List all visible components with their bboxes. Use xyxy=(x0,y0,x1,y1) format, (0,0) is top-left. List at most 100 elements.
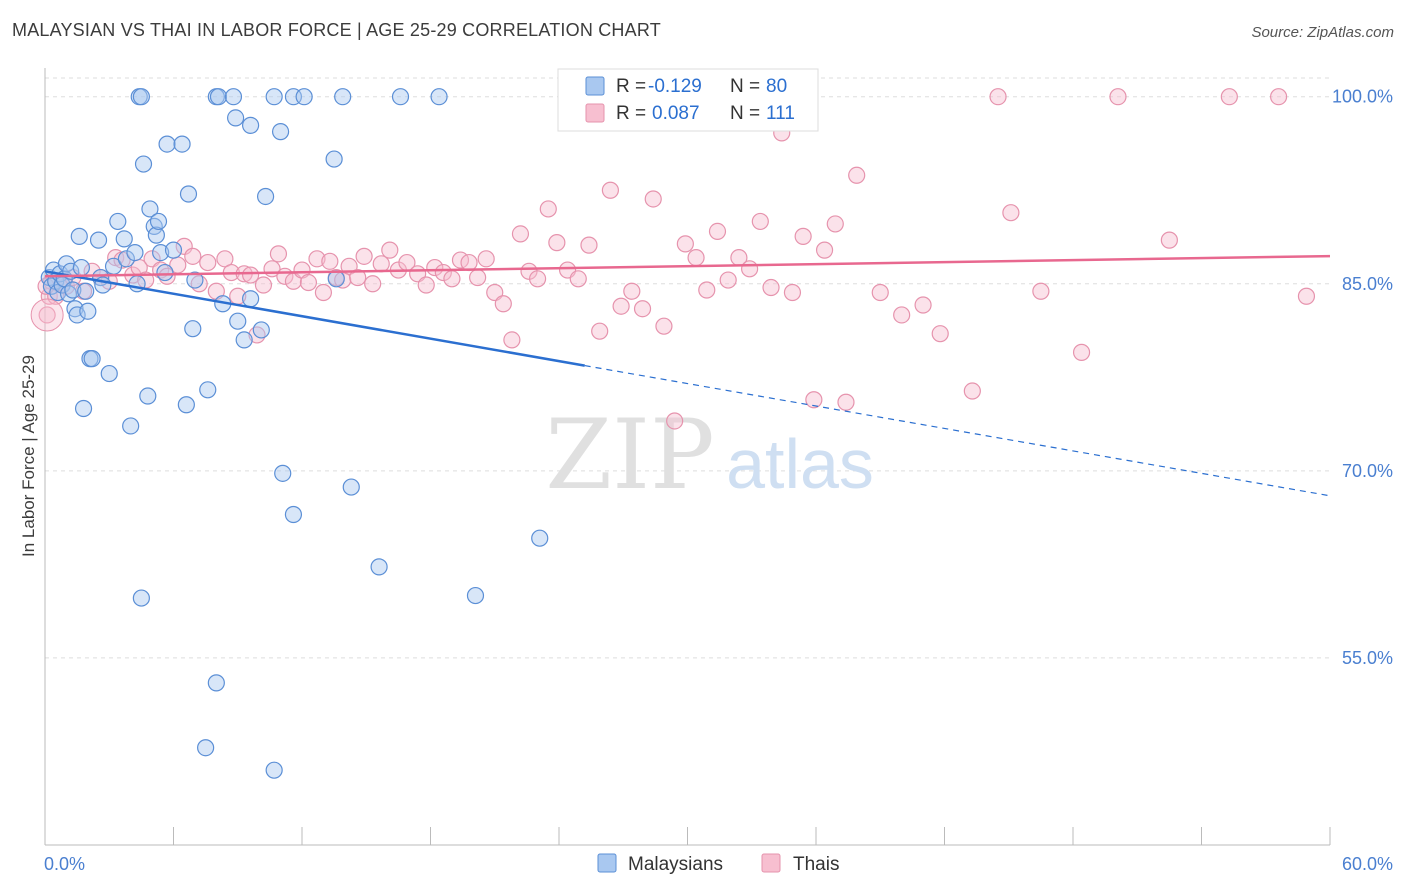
watermark-zip: ZIP xyxy=(545,399,714,511)
malaysians-point xyxy=(186,271,204,289)
thais-point xyxy=(242,266,260,284)
thais-point xyxy=(426,258,444,277)
thais-point xyxy=(914,296,932,314)
y-tick-label: 55.0% xyxy=(1342,648,1393,668)
malaysians-trend-extension xyxy=(584,365,1331,497)
malaysians-point xyxy=(391,88,410,106)
bottom-legend-malaysians: Malaysians xyxy=(628,854,723,875)
thais-point xyxy=(708,222,727,240)
thais-point xyxy=(372,255,390,273)
thais-point xyxy=(591,322,609,340)
malaysians-point xyxy=(265,88,283,106)
thais-point xyxy=(963,382,981,400)
thais-point xyxy=(762,278,780,297)
thais-trend-line xyxy=(44,254,1331,278)
malaysians-point xyxy=(284,505,303,524)
malaysians-point xyxy=(149,212,168,231)
malaysians-point xyxy=(466,586,485,605)
thais-point xyxy=(666,412,684,430)
malaysians-point xyxy=(126,244,144,262)
thais-point xyxy=(644,190,662,208)
thais-point xyxy=(299,273,318,292)
legend-swatch-thais xyxy=(585,103,605,123)
thais-point xyxy=(417,276,435,294)
malaysians-point xyxy=(531,529,549,547)
thais-point xyxy=(364,275,382,293)
thais-point xyxy=(719,271,737,289)
thais-point xyxy=(548,234,566,252)
watermark: ZIP atlas xyxy=(545,399,874,511)
thais-point xyxy=(931,325,949,343)
thais-point xyxy=(623,282,641,300)
thais-point xyxy=(633,300,652,318)
thais-point xyxy=(1002,204,1020,222)
y-axis-label: In Labor Force | Age 25-29 xyxy=(19,355,38,557)
malaysians-point xyxy=(242,290,260,308)
legend-r-label-1: R = xyxy=(616,76,646,97)
legend-n-label-1: N = xyxy=(730,76,760,97)
bottom-legend-swatch-malaysians xyxy=(597,853,617,873)
legend-n-value-1: 80 xyxy=(766,76,787,97)
malaysians-point xyxy=(77,282,95,300)
thais-point xyxy=(989,88,1007,106)
thais-point xyxy=(314,283,333,302)
thais-point xyxy=(321,252,339,270)
legend-r-label-2: R = xyxy=(616,103,646,124)
malaysians-point xyxy=(173,135,191,153)
malaysians-point xyxy=(227,109,245,127)
thais-point xyxy=(1160,231,1178,249)
malaysians-point xyxy=(327,270,345,288)
series-legend: Malaysians Thais xyxy=(597,853,839,875)
thais-point xyxy=(893,306,911,324)
thais-point xyxy=(569,270,587,288)
malaysians-point xyxy=(242,116,260,134)
thais-point xyxy=(751,212,769,231)
malaysians-point xyxy=(235,331,253,349)
malaysians-point xyxy=(370,558,388,576)
y-tick-label: 100.0% xyxy=(1332,87,1393,107)
correlation-legend: R = -0.129 N = 80 R = 0.087 N = 111 xyxy=(557,68,819,132)
malaysians-point xyxy=(156,263,174,282)
malaysians-point xyxy=(152,244,170,262)
malaysians-point xyxy=(325,150,343,168)
thais-point xyxy=(601,181,620,199)
malaysians-point xyxy=(274,464,292,482)
watermark-atlas: atlas xyxy=(726,425,874,503)
bottom-legend-thais: Thais xyxy=(793,854,839,875)
gridlines xyxy=(45,77,1330,659)
malaysians-point xyxy=(177,396,195,414)
malaysians-point xyxy=(265,761,283,779)
thais-point xyxy=(826,215,844,233)
malaysians-point xyxy=(199,381,217,399)
malaysians-point xyxy=(139,387,157,405)
thais-point xyxy=(687,248,705,267)
thais-point xyxy=(815,241,834,259)
thais-point-large xyxy=(30,298,64,332)
malaysians-point xyxy=(430,88,448,106)
thais-point xyxy=(539,200,557,218)
malaysians-point xyxy=(74,399,93,418)
malaysians-point xyxy=(89,231,108,249)
malaysians-point xyxy=(109,212,127,231)
thais-point xyxy=(469,268,487,287)
thais-point xyxy=(612,297,630,315)
malaysians-point xyxy=(256,187,275,206)
malaysians-point xyxy=(184,320,202,338)
malaysians-point xyxy=(72,258,91,277)
thais-point xyxy=(503,331,521,349)
y-tick-label: 85.0% xyxy=(1342,274,1393,294)
thais-point xyxy=(783,283,802,302)
legend-swatch-malaysians xyxy=(585,76,605,96)
thais-point xyxy=(528,270,547,288)
thais-point xyxy=(381,241,399,259)
y-tick-label: 70.0% xyxy=(1342,461,1393,481)
malaysians-point xyxy=(224,88,243,106)
legend-r-value-1: -0.129 xyxy=(648,76,702,97)
malaysians-points xyxy=(40,88,549,779)
malaysians-point xyxy=(64,281,82,299)
thais-point xyxy=(511,225,530,243)
source-credit: Source: ZipAtlas.com xyxy=(1251,24,1394,41)
legend-r-value-2: 0.087 xyxy=(652,103,700,124)
thais-point xyxy=(837,393,855,411)
